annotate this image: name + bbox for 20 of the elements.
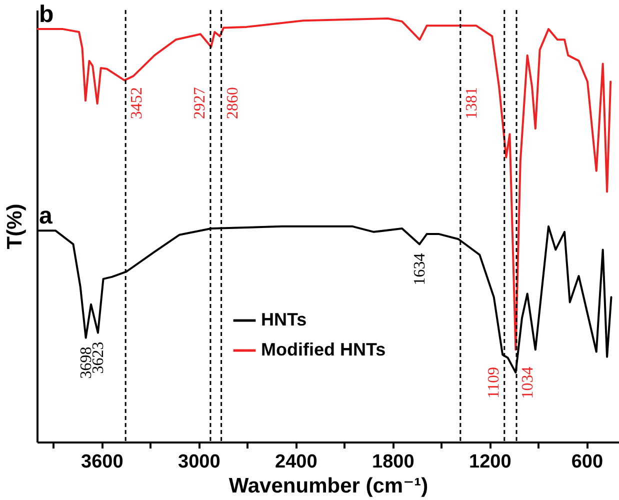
x-tick-label: 3000 (178, 452, 220, 472)
legend-label: Modified HNTs (261, 340, 386, 360)
x-tick-label: 1200 (469, 452, 512, 472)
annotation: a (39, 202, 53, 230)
annotation: 3452 (128, 87, 146, 120)
annotation: 1381 (463, 87, 480, 120)
legend-label: HNTs (261, 310, 307, 330)
annotation: 2927 (191, 87, 208, 120)
y-axis-title: T(%) (4, 204, 26, 250)
annotation: 1634 (412, 253, 429, 286)
x-tick-label: 2400 (275, 452, 318, 472)
x-axis-title: Wavenumber (cm⁻¹) (228, 474, 428, 498)
x-tick-label: 600 (571, 452, 604, 472)
annotation: b (39, 1, 54, 28)
annotation: 2860 (224, 87, 242, 120)
annotation: 1034 (520, 366, 537, 399)
annotation: 3623 (90, 342, 107, 374)
x-tick-label: 1800 (372, 452, 414, 472)
x-tick-label: 3600 (81, 452, 124, 472)
annotation: 1109 (485, 367, 502, 398)
